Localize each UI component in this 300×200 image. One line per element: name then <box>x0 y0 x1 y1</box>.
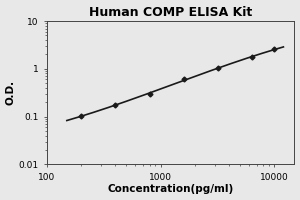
Title: Human COMP ELISA Kit: Human COMP ELISA Kit <box>89 6 252 19</box>
X-axis label: Concentration(pg/ml): Concentration(pg/ml) <box>107 184 234 194</box>
Y-axis label: O.D.: O.D. <box>6 80 16 105</box>
